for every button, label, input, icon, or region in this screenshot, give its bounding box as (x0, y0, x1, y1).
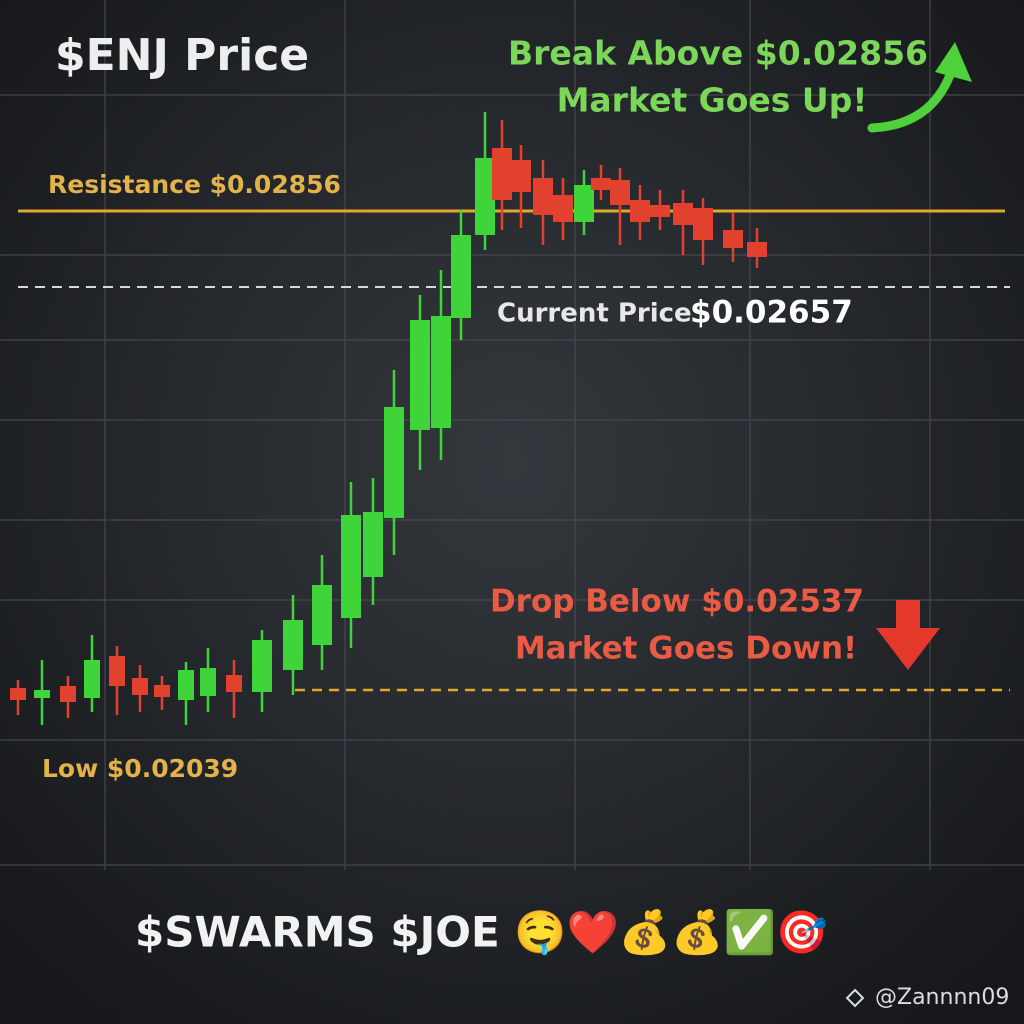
candle-body (410, 320, 430, 430)
up-arrow-head (935, 42, 972, 82)
candles (10, 112, 767, 725)
down-arrow (876, 600, 940, 670)
candle-body (492, 148, 512, 200)
grid (0, 0, 1024, 870)
candle-body (610, 180, 630, 205)
candle-body (34, 690, 50, 698)
candle-body (154, 685, 170, 697)
candle-body (252, 640, 272, 692)
candle-body (431, 316, 451, 428)
candle-body (673, 203, 693, 225)
candle-body (60, 686, 76, 702)
current-price-value: $0.02657 (690, 295, 853, 331)
break-above-line2: Market Goes Up! (557, 81, 868, 120)
resistance-label: Resistance $0.02856 (48, 170, 341, 199)
candle-body (312, 585, 332, 645)
watermark: @Zannnn09 (875, 985, 1009, 1010)
footer: $SWARMS $JOE 🤤❤️💰💰✅🎯 (135, 908, 828, 958)
candle-body (84, 660, 100, 698)
up-arrow (867, 70, 955, 133)
drop-below-line1: Drop Below $0.02537 (490, 584, 864, 620)
title: $ENJ Price (55, 30, 309, 81)
candle-body (650, 205, 670, 217)
candle-body (200, 668, 216, 696)
candle-body (475, 158, 495, 235)
candle-body (451, 235, 471, 318)
candle-body (226, 675, 242, 692)
candle-body (341, 515, 361, 618)
break-above-line1: Break Above $0.02856 (508, 34, 928, 73)
candle-body (511, 160, 531, 192)
candle-body (363, 512, 383, 577)
low-label: Low $0.02039 (42, 754, 238, 783)
candle-body (747, 242, 767, 257)
candle-body (630, 200, 650, 222)
candle-body (283, 620, 303, 670)
current-price-label: Current Price (497, 299, 692, 329)
candle-body (384, 407, 404, 518)
watermark-icon (845, 988, 865, 1008)
candle-body (693, 208, 713, 240)
candle-body (553, 195, 573, 222)
candle-body (109, 656, 125, 686)
candle-body (10, 688, 26, 700)
candle-body (591, 178, 611, 190)
candle-body (574, 185, 594, 222)
candle-body (178, 670, 194, 700)
candle-body (533, 178, 553, 215)
drop-below-line2: Market Goes Down! (515, 631, 857, 667)
candle-body (723, 230, 743, 248)
candle-body (132, 678, 148, 695)
